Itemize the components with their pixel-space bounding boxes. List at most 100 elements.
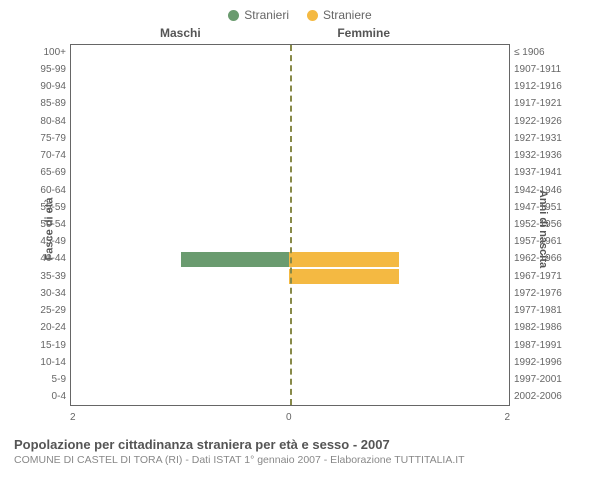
- male-row: [71, 302, 291, 319]
- male-bar: [181, 252, 291, 267]
- male-row: [71, 216, 291, 233]
- male-row: [71, 388, 291, 405]
- caption-subtitle: COMUNE DI CASTEL DI TORA (RI) - Dati IST…: [14, 454, 586, 466]
- age-label: 70-74: [20, 151, 66, 161]
- birth-label: 1942-1946: [514, 186, 580, 196]
- plot-area: [70, 44, 510, 406]
- age-label: 55-59: [20, 203, 66, 213]
- birth-label: 1927-1931: [514, 134, 580, 144]
- age-label: 95-99: [20, 65, 66, 75]
- female-row: [289, 216, 509, 233]
- birth-label: 1962-1966: [514, 254, 580, 264]
- age-label: 20-24: [20, 323, 66, 333]
- male-row: [71, 62, 291, 79]
- age-label: 100+: [20, 48, 66, 58]
- birth-label: 1932-1936: [514, 151, 580, 161]
- female-row: [289, 96, 509, 113]
- swatch-male: [228, 10, 239, 21]
- birth-label: 1972-1976: [514, 289, 580, 299]
- female-row: [289, 45, 509, 62]
- pyramid-chart: Maschi Femmine Fasce di età Anni di nasc…: [20, 26, 580, 431]
- age-label: 80-84: [20, 117, 66, 127]
- birth-label: 1977-1981: [514, 306, 580, 316]
- xaxis-zero: 0: [286, 412, 292, 423]
- age-label: 65-69: [20, 168, 66, 178]
- male-row: [71, 199, 291, 216]
- male-row: [71, 96, 291, 113]
- female-row: [289, 114, 509, 131]
- male-row: [71, 114, 291, 131]
- birth-label: 1987-1991: [514, 341, 580, 351]
- female-row: [289, 268, 509, 285]
- column-title-male: Maschi: [160, 26, 201, 40]
- caption-title: Popolazione per cittadinanza straniera p…: [14, 437, 586, 452]
- birth-label: 1917-1921: [514, 99, 580, 109]
- legend-label-female: Straniere: [323, 8, 372, 22]
- swatch-female: [307, 10, 318, 21]
- column-title-female: Femmine: [337, 26, 390, 40]
- birth-label: 1992-1996: [514, 358, 580, 368]
- birth-label: 1952-1956: [514, 220, 580, 230]
- female-row: [289, 131, 509, 148]
- male-row: [71, 354, 291, 371]
- center-divider: [290, 45, 292, 405]
- female-row: [289, 148, 509, 165]
- male-row: [71, 251, 291, 268]
- birth-label: 1912-1916: [514, 82, 580, 92]
- female-row: [289, 199, 509, 216]
- male-row: [71, 319, 291, 336]
- male-row: [71, 234, 291, 251]
- legend: Stranieri Straniere: [0, 0, 600, 22]
- age-label: 75-79: [20, 134, 66, 144]
- female-row: [289, 234, 509, 251]
- male-row: [71, 45, 291, 62]
- birth-label: 1967-1971: [514, 272, 580, 282]
- age-label: 0-4: [20, 392, 66, 402]
- age-label: 5-9: [20, 375, 66, 385]
- age-label: 85-89: [20, 99, 66, 109]
- xaxis-left-max: 2: [70, 412, 76, 423]
- legend-label-male: Stranieri: [244, 8, 289, 22]
- age-label: 40-44: [20, 254, 66, 264]
- female-row: [289, 251, 509, 268]
- female-panel: [289, 45, 510, 405]
- male-row: [71, 148, 291, 165]
- female-row: [289, 165, 509, 182]
- age-label: 15-19: [20, 341, 66, 351]
- female-row: [289, 302, 509, 319]
- legend-item-female: Straniere: [307, 8, 372, 22]
- female-bar: [289, 252, 399, 267]
- age-label: 50-54: [20, 220, 66, 230]
- female-row: [289, 319, 509, 336]
- age-label: 25-29: [20, 306, 66, 316]
- female-bar: [289, 269, 399, 284]
- female-row: [289, 388, 509, 405]
- female-row: [289, 285, 509, 302]
- male-row: [71, 131, 291, 148]
- birth-label: 1937-1941: [514, 168, 580, 178]
- birth-label: 1922-1926: [514, 117, 580, 127]
- birth-label: 1997-2001: [514, 375, 580, 385]
- age-label: 10-14: [20, 358, 66, 368]
- male-row: [71, 336, 291, 353]
- birth-label: 1947-1951: [514, 203, 580, 213]
- caption: Popolazione per cittadinanza straniera p…: [14, 437, 586, 466]
- age-label: 45-49: [20, 237, 66, 247]
- male-row: [71, 165, 291, 182]
- female-row: [289, 371, 509, 388]
- female-row: [289, 336, 509, 353]
- male-row: [71, 371, 291, 388]
- male-panel: [70, 45, 291, 405]
- birth-label: 1957-1961: [514, 237, 580, 247]
- male-row: [71, 182, 291, 199]
- age-label: 30-34: [20, 289, 66, 299]
- female-row: [289, 182, 509, 199]
- female-row: [289, 354, 509, 371]
- age-label: 60-64: [20, 186, 66, 196]
- xaxis-right-max: 2: [504, 412, 510, 423]
- female-row: [289, 79, 509, 96]
- male-row: [71, 268, 291, 285]
- age-label: 90-94: [20, 82, 66, 92]
- birth-label: ≤ 1906: [514, 48, 580, 58]
- birth-label: 1982-1986: [514, 323, 580, 333]
